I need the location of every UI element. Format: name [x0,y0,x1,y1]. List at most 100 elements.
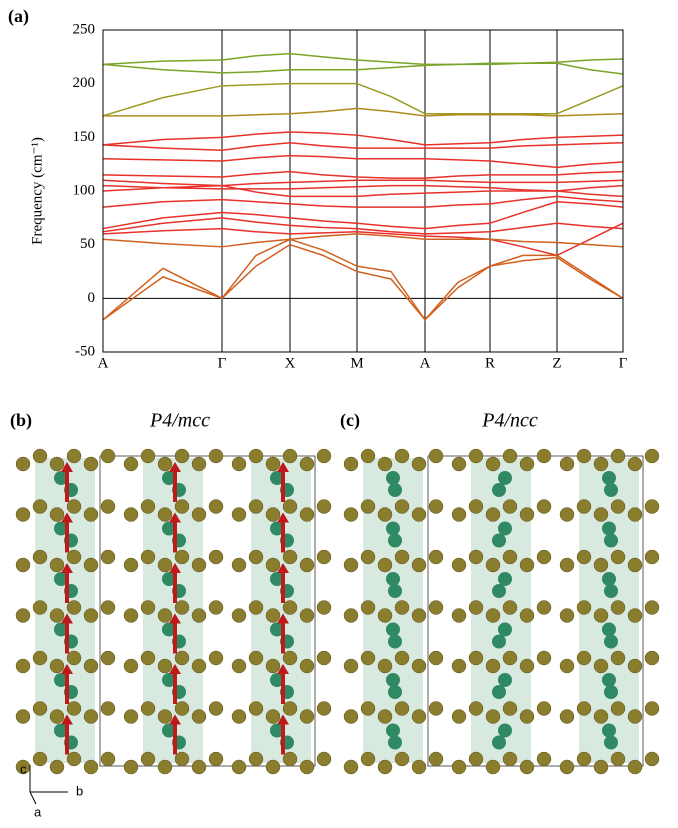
atom-sn [576,448,592,464]
atom-sn [191,759,207,775]
atom-sn [265,658,281,674]
atom-sn [559,456,575,472]
panel-label: (c) [340,410,360,431]
atom-sn [644,448,660,464]
atom-sn [502,549,518,565]
atom-sn [15,507,31,522]
atom-sn [248,448,264,464]
atom-sn [49,608,65,623]
atom-sn [627,709,643,724]
atom-sn [593,608,609,623]
atom-sn [644,751,660,767]
atom-sn [411,557,427,573]
atom-sn [191,709,207,724]
atom-sn [536,600,552,615]
atom-sn [191,608,207,623]
axis-b: b [76,783,83,798]
y-tick-label: 0 [88,290,96,306]
atom-sn [627,608,643,623]
atom-sn [123,709,139,724]
atom-sn [502,751,518,767]
atom-sn [248,751,264,767]
atom-cl [498,673,512,687]
atom-sn [485,557,501,573]
panel-label: (b) [10,410,32,431]
atom-sn [576,600,592,615]
atom-sn [174,499,190,514]
atom-sn [174,549,190,565]
atom-sn [49,709,65,724]
atom-sn [32,751,48,767]
atom-sn [100,499,116,514]
atom-sn [66,549,82,565]
atom-sn [644,701,660,716]
atom-sn [451,557,467,573]
atom-sn [411,456,427,472]
atom-sn [123,507,139,522]
arrow-head [169,613,181,624]
atom-sn [208,448,224,464]
arrow-head [277,462,289,472]
atom-sn [100,701,116,716]
atom-sn [428,600,444,615]
atom-sn [248,701,264,716]
atom-cl [162,471,176,485]
atom-cl [162,673,176,687]
atom-sn [174,448,190,464]
atom-sn [316,499,332,514]
arrow-head [169,563,181,573]
atom-cl [388,735,402,750]
axis-a: a [34,804,42,819]
plot: -50 0 50 100 150 200 250 A Γ X M A R Z Γ [73,21,628,371]
atom-sn [519,709,535,724]
atom-sn [140,650,156,666]
atom-sn [140,499,156,514]
atom-sn [231,456,247,472]
y-tick-label: 200 [73,75,96,91]
atom-sn [100,600,116,615]
atom-sn [316,600,332,615]
atom-sn [468,600,484,615]
atom-sn [536,751,552,767]
band-line [102,222,624,257]
atom-sn [83,608,99,623]
atom-sn [576,701,592,716]
atom-sn [593,507,609,522]
atom-cl [162,521,176,536]
atom-sn [157,759,173,775]
atom-sn [316,549,332,565]
atom-sn [502,701,518,716]
atom-sn [377,507,393,522]
atom-sn [282,701,298,716]
atom-cl [498,471,512,485]
atom-sn [576,650,592,666]
atom-sn [140,448,156,464]
atom-sn [610,549,626,565]
atom-sn [299,759,315,775]
atom-cl [386,521,400,536]
atom-sn [123,658,139,674]
cell-outline [99,455,316,767]
atom-cl [270,471,284,485]
atom-sn [231,608,247,623]
atom-sn [428,751,444,767]
arrow-head [61,563,73,573]
atom-sn [343,507,359,522]
band-line [102,243,624,321]
atom-sn [519,507,535,522]
atom-sn [644,499,660,514]
atom-sn [49,557,65,573]
atom-sn [559,759,575,775]
x-tick-label: Γ [619,355,628,371]
atom-sn [377,608,393,623]
atom-cl [388,584,402,598]
arrow-head [61,664,73,674]
atom-sn [174,751,190,767]
atom-sn [123,759,139,775]
atom-sn [576,751,592,767]
atom-sn [100,549,116,565]
atom-sn [100,448,116,464]
atom-sn [248,600,264,615]
atom-sn [208,499,224,514]
